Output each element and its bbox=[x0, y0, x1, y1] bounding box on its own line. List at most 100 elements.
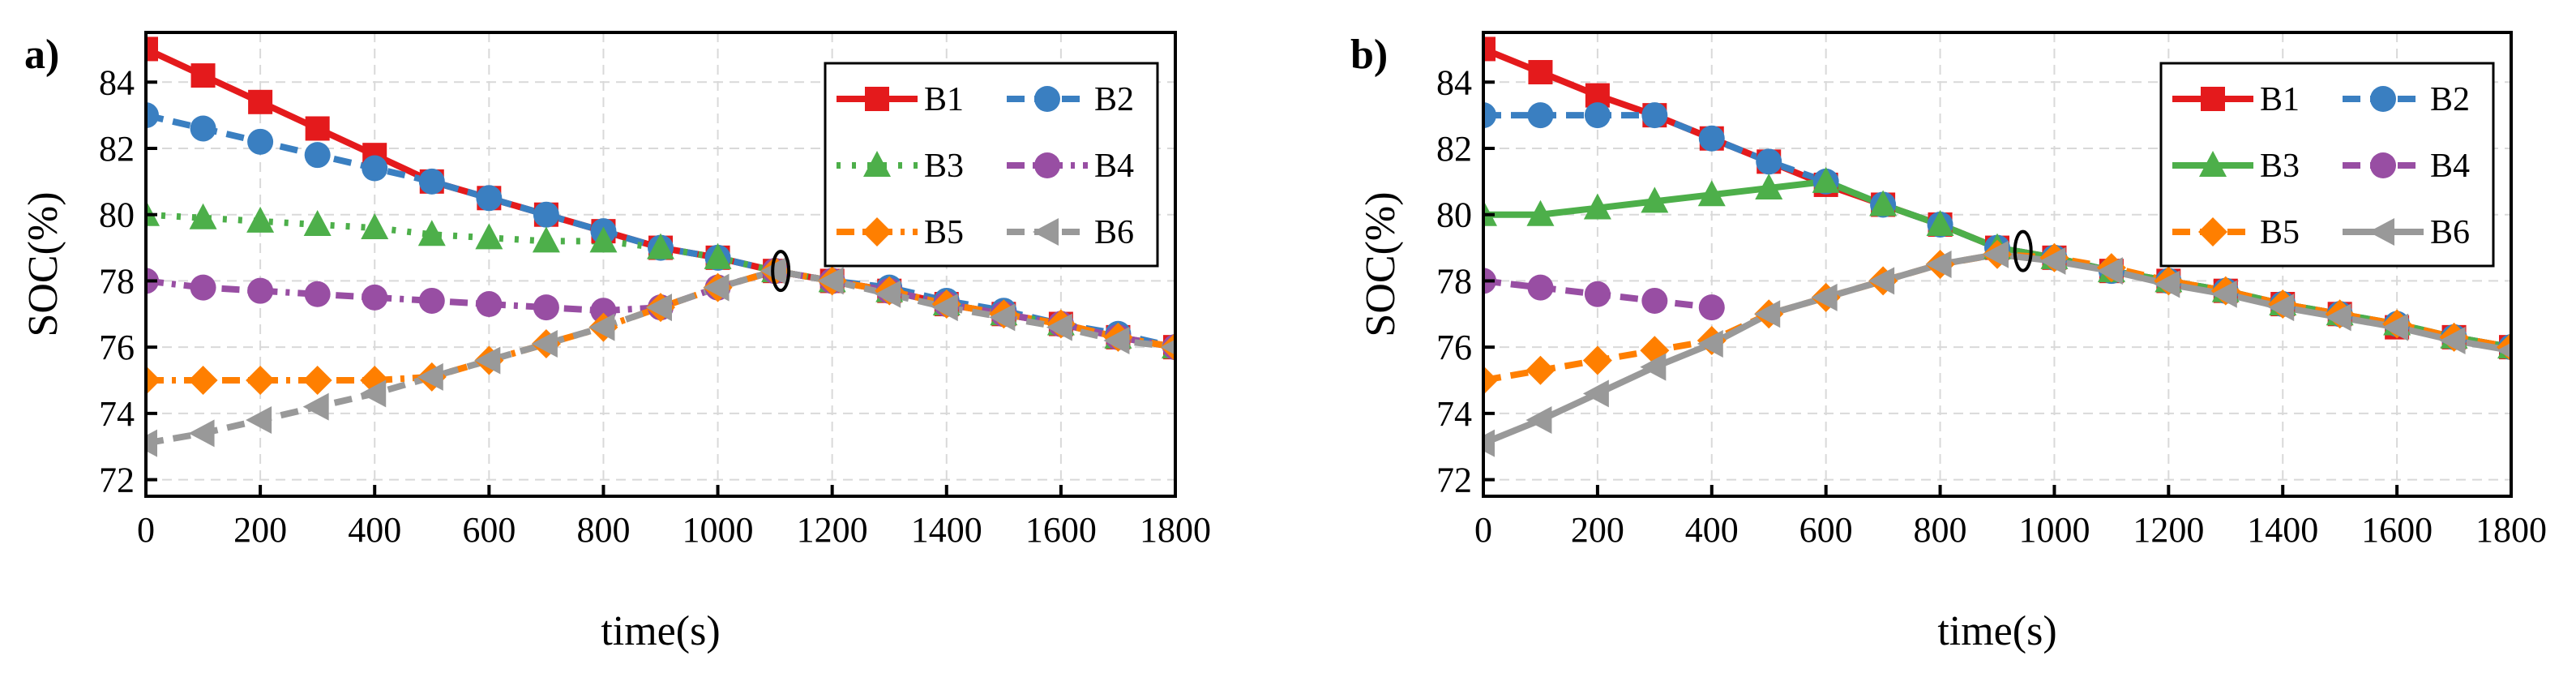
point-b6-0 bbox=[1483, 429, 1495, 457]
legend-entry-b6: B6 bbox=[2343, 214, 2470, 251]
point-b6-1800 bbox=[2497, 342, 2511, 358]
point-b1-200 bbox=[248, 89, 273, 114]
series-group bbox=[146, 36, 1175, 457]
plot-frame bbox=[1482, 31, 2513, 498]
y-tick-label-72: 72 bbox=[1436, 461, 1472, 500]
x-tick-label-400: 400 bbox=[1685, 510, 1739, 550]
legend-label: B3 bbox=[2260, 148, 2300, 185]
x-axis-title: time(s) bbox=[601, 608, 720, 654]
x-tick-label-200: 200 bbox=[1571, 510, 1624, 550]
point-b3-800 bbox=[1926, 209, 1954, 236]
point-b6-300 bbox=[1640, 353, 1667, 381]
y-axis-title: SOC(%) bbox=[1358, 191, 1404, 336]
x-tick-label-600: 600 bbox=[462, 510, 516, 550]
legend-marker bbox=[862, 217, 892, 246]
point-b2-300 bbox=[304, 142, 331, 169]
series-markers-b6 bbox=[146, 257, 1175, 457]
ticks: 0 200 400 600 800 1000 1200 1400 1600 1800 72 74 76 7… bbox=[1436, 62, 2547, 550]
legend-label: B1 bbox=[2260, 81, 2300, 118]
point-b3-100 bbox=[1526, 199, 1555, 226]
point-b3-200 bbox=[1583, 193, 1611, 220]
point-b5-200 bbox=[1582, 345, 1612, 375]
point-b6-1400 bbox=[931, 294, 958, 322]
point-b1-100 bbox=[1528, 60, 1553, 85]
point-b1-0 bbox=[146, 36, 158, 62]
point-b4-100 bbox=[190, 274, 216, 301]
y-tick-label-84: 84 bbox=[1436, 62, 1472, 102]
x-tick-label-1400: 1400 bbox=[2247, 510, 2318, 550]
point-b3-700 bbox=[532, 226, 560, 253]
point-b2-300 bbox=[1641, 102, 1668, 129]
x-tick-label-1400: 1400 bbox=[911, 510, 982, 550]
point-b6-600 bbox=[1811, 283, 1838, 311]
legend-marker bbox=[2199, 151, 2227, 177]
point-b3-100 bbox=[189, 203, 217, 229]
point-b6-900 bbox=[1983, 240, 2009, 268]
point-b6-1600 bbox=[1046, 313, 1072, 341]
legend-marker bbox=[863, 151, 891, 177]
y-tick-label-76: 76 bbox=[1436, 328, 1472, 367]
y-tick-label-76: 76 bbox=[99, 328, 135, 367]
point-b6-1600 bbox=[2382, 313, 2409, 341]
point-b3-400 bbox=[1697, 180, 1726, 207]
point-b6-500 bbox=[417, 362, 443, 391]
legend-label: B4 bbox=[2430, 148, 2470, 185]
legend-marker bbox=[2370, 86, 2396, 112]
series-group bbox=[1483, 36, 2511, 457]
point-b6-1400 bbox=[2268, 294, 2295, 322]
point-b6-1700 bbox=[2439, 326, 2466, 354]
panel-label: b) bbox=[1350, 32, 1388, 78]
point-b2-100 bbox=[190, 115, 216, 142]
point-b6-1500 bbox=[2325, 303, 2351, 332]
y-tick-label-82: 82 bbox=[99, 129, 135, 169]
legend: B1 B2 B3 B4 B5 B6 bbox=[824, 62, 1159, 268]
point-b2-400 bbox=[1698, 125, 1725, 152]
y-tick-label-72: 72 bbox=[99, 461, 135, 500]
point-b6-100 bbox=[188, 419, 215, 448]
x-tick-label-1200: 1200 bbox=[2133, 510, 2204, 550]
point-b6-800 bbox=[1925, 251, 1952, 278]
point-b1-100 bbox=[190, 63, 216, 88]
convergence-marker bbox=[771, 250, 791, 293]
point-b2-500 bbox=[1756, 148, 1782, 175]
point-b2-100 bbox=[1527, 102, 1554, 129]
legend-entry-b5: B5 bbox=[2172, 214, 2300, 251]
legend-label: B6 bbox=[1094, 214, 1134, 251]
point-b3-500 bbox=[1755, 174, 1783, 200]
point-b4-600 bbox=[476, 291, 503, 318]
series-markers-b6 bbox=[1483, 240, 2511, 457]
x-tick-label-800: 800 bbox=[1914, 510, 1967, 550]
x-tick-label-1600: 1600 bbox=[1025, 510, 1097, 550]
x-tick-label-200: 200 bbox=[233, 510, 287, 550]
point-b3-300 bbox=[1641, 186, 1669, 213]
point-b1-0 bbox=[1483, 36, 1496, 62]
x-tick-label-1200: 1200 bbox=[797, 510, 868, 550]
point-b6-1800 bbox=[1161, 339, 1175, 355]
x-tick-label-1800: 1800 bbox=[1140, 510, 1211, 550]
legend-label: B2 bbox=[2430, 81, 2470, 118]
point-b3-700 bbox=[1869, 190, 1898, 216]
legend-label: B2 bbox=[1094, 81, 1134, 118]
panel-label: a) bbox=[24, 32, 59, 78]
point-b3-200 bbox=[246, 206, 275, 233]
x-tick-label-400: 400 bbox=[348, 510, 401, 550]
x-tick-label-800: 800 bbox=[576, 510, 630, 550]
point-b6-1700 bbox=[1103, 326, 1130, 354]
point-b4-200 bbox=[1584, 281, 1611, 307]
point-b6-0 bbox=[146, 429, 157, 457]
legend-marker bbox=[2370, 152, 2396, 178]
chart-panel-1: 0 200 400 600 800 1000 1200 1400 1600 1800 72 74 76 7… bbox=[20, 31, 1211, 654]
point-b4-400 bbox=[1698, 294, 1725, 321]
point-b5-300 bbox=[302, 366, 332, 395]
legend-marker bbox=[1034, 86, 1060, 112]
point-b5-200 bbox=[246, 366, 276, 395]
point-b6-1200 bbox=[817, 267, 844, 295]
convergence-marker bbox=[2013, 229, 2033, 272]
point-b4-100 bbox=[1527, 274, 1554, 301]
legend-marker bbox=[1034, 152, 1060, 178]
x-tick-label-0: 0 bbox=[137, 510, 155, 550]
point-b5-0 bbox=[1483, 366, 1498, 395]
legend-entry-b3: B3 bbox=[837, 148, 964, 185]
point-b3-600 bbox=[1812, 166, 1840, 193]
